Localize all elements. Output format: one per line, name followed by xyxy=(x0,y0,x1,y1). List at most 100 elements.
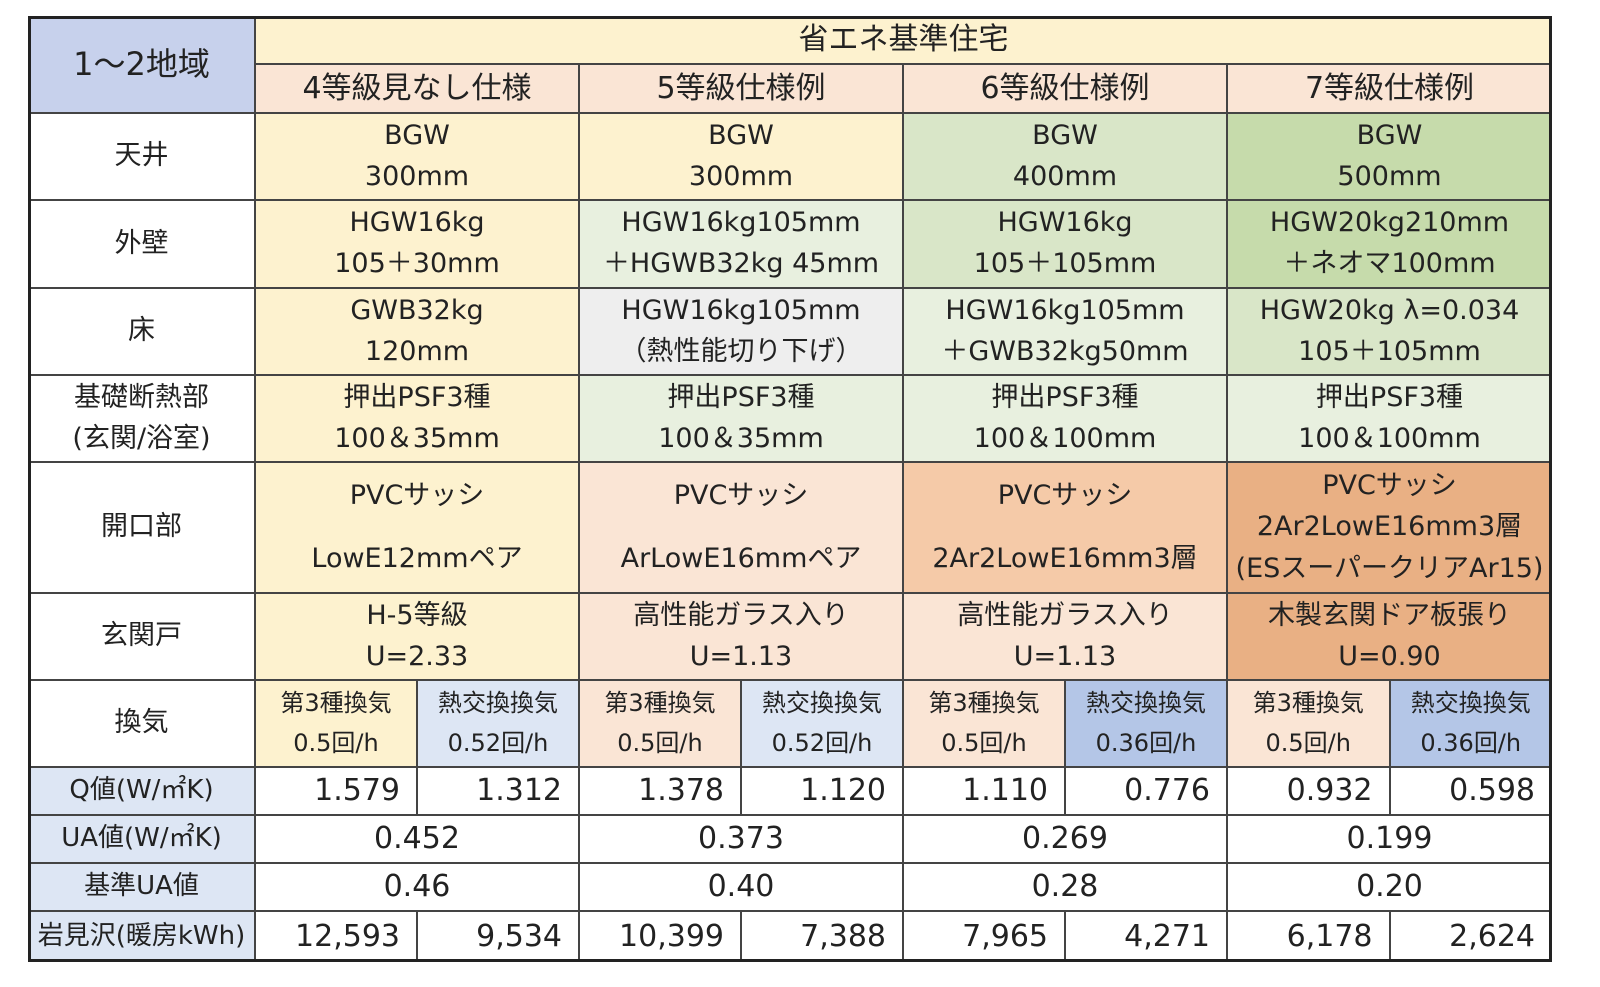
cell-text: 岩見沢(暖房kWh) xyxy=(37,920,246,951)
cell-text: （熱性能切り下げ） xyxy=(619,335,863,367)
cell-text: 第3種換気 xyxy=(1252,688,1364,717)
spec-cell: HGW16kg 105＋105mm xyxy=(903,200,1227,288)
cell-text: 天井 xyxy=(114,140,169,172)
row-label: 外壁 xyxy=(28,200,255,288)
cell-text: 木製玄関ドア板張り xyxy=(1268,600,1511,632)
cell-text: 12,593 xyxy=(295,918,400,954)
value-cell: 0.932 xyxy=(1227,767,1390,815)
value-cell: 9,534 xyxy=(417,911,579,962)
cell-text: HGW16kg105mm xyxy=(621,207,861,239)
ventilation-cell: 第3種換気 0.5回/h xyxy=(903,680,1065,767)
cell-text: HGW16kg xyxy=(997,207,1133,239)
cell-text: 105＋105mm xyxy=(973,248,1157,280)
cell-text: 0.598 xyxy=(1449,773,1535,808)
cell-text: GWB32kg xyxy=(350,295,484,327)
cell-text: PVCサッシ xyxy=(1322,469,1457,501)
value-cell: 7,388 xyxy=(741,911,903,962)
cell-text: 押出PSF3種 xyxy=(1315,382,1464,414)
value-cell: 0.20 xyxy=(1227,863,1552,911)
cell-text: 0.5回/h xyxy=(293,729,379,758)
cell-text: 基礎断熱部 xyxy=(74,382,209,414)
cell-text: 0.20 xyxy=(1356,869,1423,904)
cell-text: 0.932 xyxy=(1286,773,1373,808)
value-cell: 1.579 xyxy=(255,767,417,815)
cell-text: (ESスーパークリアAr15) xyxy=(1235,552,1544,584)
value-cell: 1.378 xyxy=(579,767,741,815)
cell-text: 0.199 xyxy=(1346,821,1433,856)
spec-cell: GWB32kg 120mm xyxy=(255,288,579,375)
cell-text: 5等級仕様例 xyxy=(656,70,826,106)
spec-cell: 高性能ガラス入り U=1.13 xyxy=(903,593,1227,680)
value-cell: 1.120 xyxy=(741,767,903,815)
cell-text: 0.5回/h xyxy=(1265,729,1351,758)
column-header: 4等級見なし仕様 xyxy=(255,64,579,113)
cell-text: 120mm xyxy=(364,335,470,367)
cell-text: 1.120 xyxy=(800,773,886,808)
cell-text: 1.579 xyxy=(314,773,400,808)
value-cell: 0.452 xyxy=(255,815,579,863)
spec-cell: BGW 400mm xyxy=(903,113,1227,200)
cell-text: 9,534 xyxy=(476,918,562,954)
cell-text: Q値(W/㎡K) xyxy=(69,775,214,806)
value-cell: 0.28 xyxy=(903,863,1227,911)
cell-text: 開口部 xyxy=(101,511,182,543)
cell-text: PVCサッシ xyxy=(349,480,485,512)
spec-cell: PVCサッシ 2Ar2LowE16mm3層 xyxy=(903,462,1227,593)
cell-text: 第3種換気 xyxy=(928,688,1040,717)
cell-text: ＋HGWB32kg 45mm xyxy=(602,248,880,280)
cell-text: 4,271 xyxy=(1124,918,1210,954)
cell-text: (玄関/浴室) xyxy=(72,422,211,454)
cell-text: 1〜2地域 xyxy=(73,45,210,84)
ventilation-cell: 熱交換換気 0.36回/h xyxy=(1065,680,1227,767)
cell-text: 0.52回/h xyxy=(771,729,873,758)
cell-text: 省エネ基準住宅 xyxy=(798,22,1009,57)
row-label: Q値(W/㎡K) xyxy=(28,767,255,815)
cell-text: 400mm xyxy=(1012,160,1118,192)
cell-text: U=2.33 xyxy=(365,640,469,672)
cell-text: HGW20kg λ=0.034 xyxy=(1259,295,1520,327)
column-header: 7等級仕様例 xyxy=(1227,64,1552,113)
cell-text: 500mm xyxy=(1337,160,1442,192)
cell-text: BGW xyxy=(1032,120,1098,152)
cell-text: 熱交換換気 xyxy=(1410,688,1531,717)
cell-text: 300mm xyxy=(364,160,470,192)
value-cell: 6,178 xyxy=(1227,911,1390,962)
cell-text: 2Ar2LowE16mm3層 xyxy=(932,542,1198,574)
cell-text: U=0.90 xyxy=(1338,640,1441,672)
cell-text: 基準UA値 xyxy=(84,871,199,902)
spec-cell: PVCサッシ LowE12mmペア xyxy=(255,462,579,593)
row-label: 玄関戸 xyxy=(28,593,255,680)
cell-text: PVCサッシ xyxy=(997,480,1133,512)
spec-cell: HGW20kg λ=0.034 105＋105mm xyxy=(1227,288,1552,375)
cell-text: 第3種換気 xyxy=(280,688,392,717)
value-cell: 4,271 xyxy=(1065,911,1227,962)
cell-text: 0.269 xyxy=(1022,821,1108,856)
cell-text: 6,178 xyxy=(1286,918,1373,954)
row-label: 基礎断熱部 (玄関/浴室) xyxy=(28,375,255,462)
cell-text: U=1.13 xyxy=(1013,640,1117,672)
ventilation-cell: 熱交換換気 0.52回/h xyxy=(741,680,903,767)
cell-text: ＋GWB32kg50mm xyxy=(941,335,1189,367)
cell-text: 100＆100mm xyxy=(1298,422,1481,454)
cell-text: 1.312 xyxy=(476,773,562,808)
cell-text: 100＆35mm xyxy=(658,422,824,454)
ventilation-cell: 熱交換換気 0.36回/h xyxy=(1389,680,1552,767)
cell-text: 高性能ガラス入り xyxy=(633,600,849,632)
cell-text: 0.5回/h xyxy=(617,729,703,758)
cell-text: 2Ar2LowE16mm3層 xyxy=(1256,511,1523,543)
cell-text: 0.52回/h xyxy=(447,729,549,758)
value-cell: 0.46 xyxy=(255,863,579,911)
spec-cell: 木製玄関ドア板張り U=0.90 xyxy=(1227,593,1552,680)
cell-text: 熱交換換気 xyxy=(1086,688,1206,717)
cell-text: HGW16kg105mm xyxy=(621,295,861,327)
row-label: 天井 xyxy=(28,113,255,200)
cell-text: 0.373 xyxy=(698,821,784,856)
cell-text: ArLowE16mmペア xyxy=(620,542,862,574)
ventilation-cell: 第3種換気 0.5回/h xyxy=(255,680,417,767)
value-cell: 12,593 xyxy=(255,911,417,962)
value-cell: 7,965 xyxy=(903,911,1065,962)
spec-cell: 高性能ガラス入り U=1.13 xyxy=(579,593,903,680)
spec-cell: PVCサッシ ArLowE16mmペア xyxy=(579,462,903,593)
spec-cell: 押出PSF3種 100＆35mm xyxy=(255,375,579,462)
